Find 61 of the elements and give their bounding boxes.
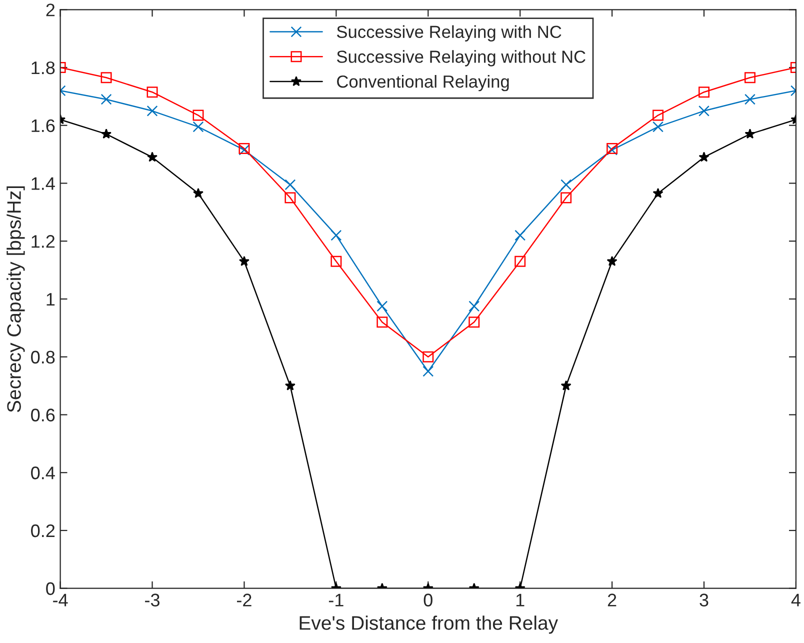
point <box>698 105 710 116</box>
point <box>652 188 664 198</box>
point <box>422 366 434 377</box>
y-tick-label: 1.4 <box>32 177 55 190</box>
x-tick-label: -2 <box>236 594 252 606</box>
y-tick-label: 0.4 <box>31 466 55 480</box>
point <box>514 256 526 267</box>
x-axis-title: Eve's Distance from the Relay <box>300 616 558 634</box>
y-tick-label: 2 <box>46 4 55 16</box>
point <box>146 86 158 98</box>
point <box>100 94 112 105</box>
point <box>147 152 158 162</box>
point <box>146 105 158 116</box>
x-tick-label: 0 <box>424 594 432 606</box>
point <box>376 300 388 312</box>
point <box>422 351 434 362</box>
y-tick-label: 0.2 <box>31 524 55 538</box>
point <box>284 179 296 190</box>
point <box>284 192 296 204</box>
point <box>652 110 664 121</box>
point <box>744 72 756 84</box>
legend-label: Conventional Relaying <box>337 75 509 92</box>
y-tick-label: 0 <box>46 582 55 596</box>
point <box>376 316 388 328</box>
point <box>330 230 342 241</box>
point <box>744 128 756 139</box>
point <box>652 121 664 132</box>
point <box>560 192 572 204</box>
point <box>284 380 296 390</box>
point <box>698 152 710 162</box>
point <box>744 94 756 105</box>
point <box>101 128 112 139</box>
y-tick-label: 1.8 <box>32 61 55 74</box>
y-tick-label: 0.8 <box>31 350 55 364</box>
legend-label: Successive Relaying without NC <box>336 50 586 66</box>
x-tick-label: 3 <box>700 594 708 606</box>
y-tick-label: 1 <box>46 293 55 306</box>
x-tick-label: -3 <box>145 594 160 606</box>
y-tick-label: 0.6 <box>31 408 55 422</box>
point <box>560 179 572 190</box>
point <box>192 121 204 132</box>
point <box>330 256 342 267</box>
point <box>100 72 112 84</box>
point <box>606 256 618 266</box>
point <box>698 86 710 98</box>
y-tick-label: 1.2 <box>32 235 55 248</box>
x-tick-label: 4 <box>791 594 800 606</box>
legend-label: Successive Relaying with NC <box>336 25 562 42</box>
y-axis-title: Secrecy Capacity [bps/Hz] <box>6 186 25 412</box>
point <box>192 188 204 198</box>
x-tick-label: 2 <box>608 594 616 606</box>
y-tick-label: 1.6 <box>32 119 55 132</box>
point <box>468 300 480 312</box>
x-tick-label: 1 <box>516 594 524 606</box>
point <box>192 110 204 121</box>
point <box>468 316 480 328</box>
point <box>514 230 526 241</box>
x-tick-label: -1 <box>328 594 344 606</box>
x-tick-label: -4 <box>53 594 68 606</box>
point <box>560 380 572 390</box>
point <box>238 256 250 266</box>
